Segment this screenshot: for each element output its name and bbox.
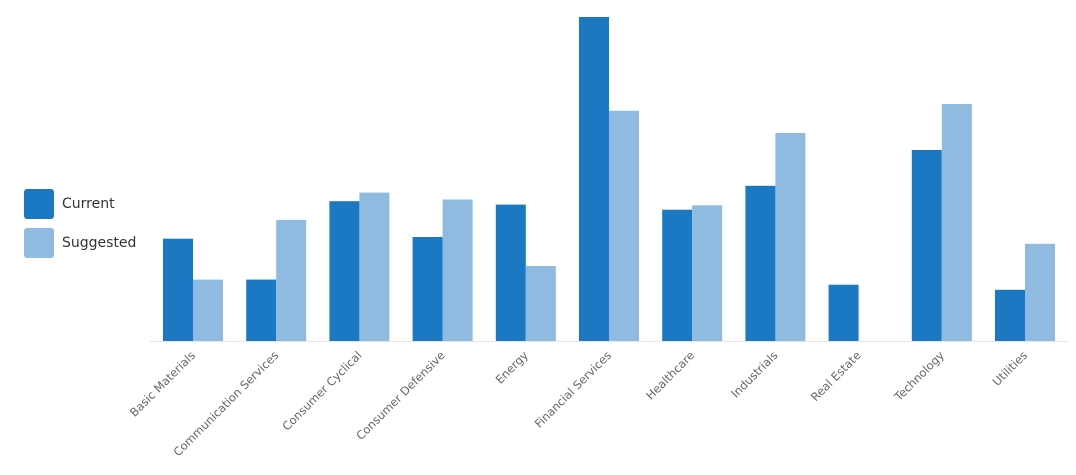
bar-suggested-communication-services[interactable]	[276, 219, 307, 341]
x-tick-label: Energy	[493, 348, 532, 387]
bar-current-communication-services[interactable]	[246, 279, 277, 341]
legend: Current Suggested	[24, 189, 136, 267]
bar-current-technology[interactable]	[911, 150, 942, 341]
x-tick-label: Healthcare	[643, 348, 697, 402]
bar-suggested-basic-materials[interactable]	[193, 279, 223, 341]
x-tick-label: Consumer Defensive	[353, 348, 448, 443]
x-tick-label: Real Estate	[808, 348, 864, 404]
bar-suggested-financial-services[interactable]	[609, 110, 639, 341]
x-tick-label: Basic Materials	[127, 348, 198, 419]
bar-current-consumer-defensive[interactable]	[412, 237, 443, 341]
legend-label-current: Current	[62, 196, 115, 212]
bar-suggested-consumer-defensive[interactable]	[442, 199, 473, 342]
x-tick-label: Utilities	[990, 348, 1031, 389]
bar-current-financial-services[interactable]	[579, 17, 609, 341]
bars-layer	[163, 17, 1055, 341]
bar-current-energy[interactable]	[495, 204, 526, 341]
x-tick-label: Industrials	[728, 348, 780, 400]
bar-suggested-healthcare[interactable]	[692, 205, 723, 341]
legend-swatch-current	[24, 189, 54, 219]
bar-suggested-utilities[interactable]	[1025, 243, 1055, 341]
x-tick-label: Technology	[891, 348, 947, 404]
bar-suggested-industrials[interactable]	[775, 133, 806, 341]
bar-suggested-energy[interactable]	[525, 266, 556, 341]
bar-current-real-estate[interactable]	[828, 284, 859, 341]
x-tick-label: Consumer Cyclical	[279, 348, 364, 433]
bar-current-consumer-cyclical[interactable]	[329, 201, 360, 341]
legend-item-current[interactable]: Current	[24, 189, 136, 219]
bar-suggested-consumer-cyclical[interactable]	[359, 192, 390, 341]
bar-current-industrials[interactable]	[745, 185, 776, 341]
bar-current-healthcare[interactable]	[662, 209, 693, 341]
legend-label-suggested: Suggested	[62, 235, 137, 251]
legend-item-suggested[interactable]: Suggested	[24, 228, 136, 258]
bar-current-basic-materials[interactable]	[163, 238, 193, 341]
legend-swatch-suggested	[24, 228, 54, 258]
bar-current-utilities[interactable]	[995, 289, 1025, 341]
x-tick-label: Financial Services	[532, 348, 614, 430]
bar-suggested-technology[interactable]	[941, 104, 972, 341]
